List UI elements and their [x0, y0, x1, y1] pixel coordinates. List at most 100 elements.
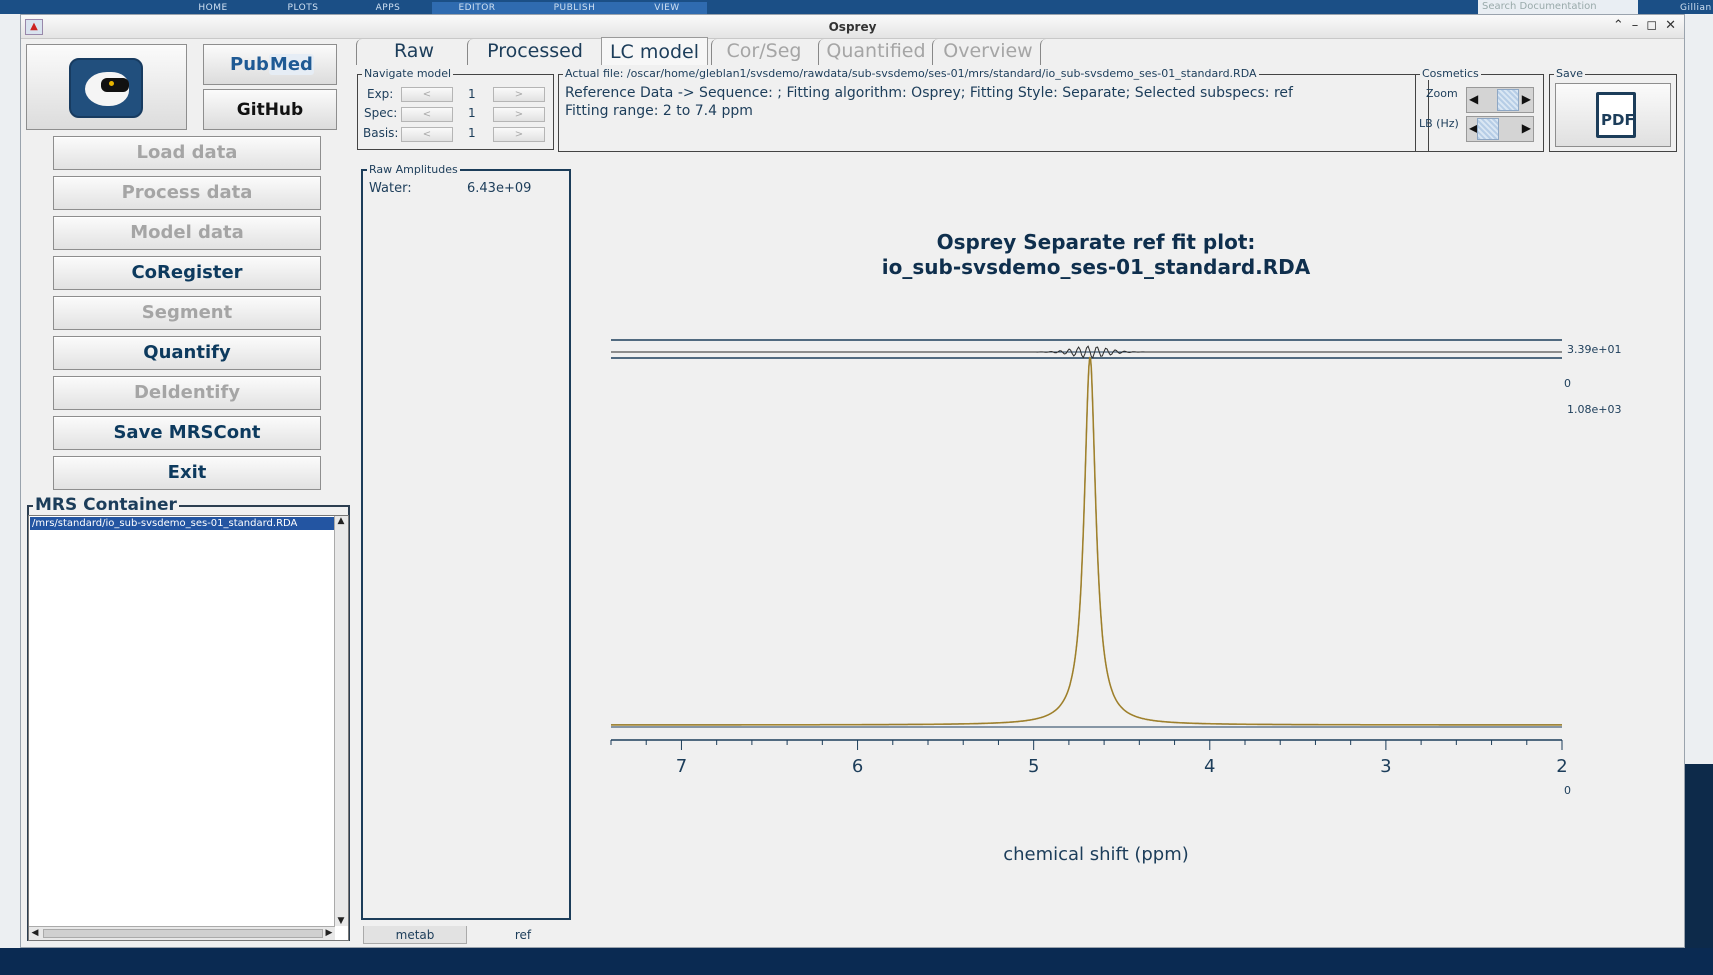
- plot-title-line1: Osprey Separate ref fit plot:: [937, 230, 1256, 254]
- background-user: Gillian: [1680, 3, 1712, 13]
- plot-title-line2: io_sub-svsdemo_ses-01_standard.RDA: [882, 255, 1311, 279]
- spec-value: 1: [468, 106, 476, 120]
- background-right-panel: [1685, 14, 1713, 764]
- save-mrscont-button[interactable]: Save MRSCont: [53, 416, 321, 450]
- basis-label: Basis:: [363, 126, 399, 140]
- tab-divider: [356, 39, 364, 65]
- slider-left-icon[interactable]: ◀: [1469, 92, 1479, 106]
- water-label: Water:: [369, 181, 412, 196]
- navigate-model-panel: Navigate model: [357, 67, 554, 150]
- tab-overview[interactable]: Overview: [943, 40, 1033, 62]
- deidentify-button[interactable]: DeIdentify: [53, 376, 321, 410]
- bg-tab-home[interactable]: HOME: [198, 3, 228, 13]
- basis-next-button[interactable]: >: [493, 127, 545, 142]
- bg-tab-plots[interactable]: PLOTS: [287, 3, 319, 13]
- fit-plot: Osprey Separate ref fit plot: io_sub-svs…: [610, 230, 1621, 865]
- save-label: Save: [1554, 67, 1586, 80]
- tab-divider: [711, 39, 719, 65]
- tab-divider: [467, 39, 475, 65]
- scroll-down-icon[interactable]: ▼: [337, 916, 345, 926]
- water-amplitude-value: 6.43e+09: [467, 181, 532, 196]
- background-left-panel: [0, 14, 20, 975]
- background-toolstrip: [0, 0, 1713, 14]
- exp-prev-button[interactable]: <: [401, 87, 453, 102]
- actual-file-label: Actual file: /oscar/home/gleblan1/svsdem…: [563, 67, 1259, 80]
- navigate-model-label: Navigate model: [362, 67, 454, 80]
- window-title: Osprey: [828, 20, 877, 34]
- minimize-icon[interactable]: –: [1631, 18, 1639, 33]
- load-data-button[interactable]: Load data: [53, 136, 321, 170]
- bg-tab-publish[interactable]: PUBLISH: [522, 2, 627, 14]
- zoom-slider-thumb[interactable]: [1497, 89, 1519, 111]
- spec-next-button[interactable]: >: [493, 107, 545, 122]
- exp-value: 1: [468, 87, 476, 101]
- horizontal-scroll-thumb[interactable]: [43, 929, 323, 938]
- tab-divider: [1040, 39, 1048, 65]
- osprey-logo-button[interactable]: [26, 44, 187, 130]
- spectrum-fit-line: [611, 356, 1562, 726]
- horizontal-scrollbar[interactable]: ◀ ▶: [29, 926, 335, 940]
- osprey-window: ▲ Osprey ⌃ – ◻ ✕ PubMed GitHub Load data…: [20, 14, 1685, 948]
- background-search-input[interactable]: Search Documentation: [1478, 0, 1638, 14]
- raw-amplitudes-label: Raw Amplitudes: [367, 163, 460, 176]
- slider-right-icon[interactable]: ▶: [1521, 92, 1531, 106]
- github-label: GitHub: [236, 100, 304, 120]
- close-icon[interactable]: ✕: [1665, 18, 1676, 33]
- quantify-button[interactable]: Quantify: [53, 336, 321, 370]
- save-panel: Save: [1549, 67, 1677, 152]
- tab-divider: [818, 39, 826, 65]
- lb-slider[interactable]: ◀ ▶: [1466, 116, 1534, 142]
- bg-tab-editor[interactable]: EDITOR: [432, 2, 522, 14]
- x-tick-label: 4: [1204, 756, 1215, 777]
- list-item[interactable]: /mrs/standard/io_sub-svsdemo_ses-01_stan…: [30, 517, 336, 530]
- zoom-label: Zoom: [1426, 87, 1458, 100]
- scroll-up-icon[interactable]: ▲: [337, 516, 345, 526]
- segment-button[interactable]: Segment: [53, 296, 321, 330]
- spectrum-zero-label: 0: [1564, 784, 1571, 797]
- bg-tab-apps[interactable]: APPS: [375, 3, 401, 13]
- x-axis-label: chemical shift (ppm): [1003, 844, 1189, 865]
- maximize-icon[interactable]: ◻: [1646, 18, 1658, 33]
- exit-button[interactable]: Exit: [53, 456, 321, 490]
- spec-prev-button[interactable]: <: [401, 107, 453, 122]
- matlab-icon: ▲: [25, 19, 43, 35]
- title-bar: ▲ Osprey ⌃ – ◻ ✕: [21, 15, 1684, 39]
- slider-left-icon[interactable]: ◀: [1469, 121, 1479, 135]
- tab-cor-seg[interactable]: Cor/Seg: [726, 40, 802, 62]
- process-data-button[interactable]: Process data: [53, 176, 321, 210]
- tab-processed[interactable]: Processed: [487, 40, 583, 62]
- bg-tab-view[interactable]: VIEW: [627, 2, 707, 14]
- spectrum-max-label: 1.08e+03: [1567, 403, 1621, 416]
- file-info-panel: Actual file: /oscar/home/gleblan1/svsdem…: [558, 67, 1429, 152]
- fit-info-line1: Reference Data -> Sequence: ; Fitting al…: [565, 85, 1293, 101]
- residual-zero-label: 0: [1564, 377, 1571, 390]
- tab-quantified[interactable]: Quantified: [826, 40, 926, 62]
- scroll-right-icon[interactable]: ▶: [325, 928, 333, 938]
- scroll-left-icon[interactable]: ◀: [31, 928, 39, 938]
- exp-next-button[interactable]: >: [493, 87, 545, 102]
- coregister-button[interactable]: CoRegister: [53, 256, 321, 290]
- cosmetics-label: Cosmetics: [1420, 67, 1481, 80]
- lb-slider-thumb[interactable]: [1477, 118, 1499, 140]
- pubmed-button[interactable]: PubMed: [203, 44, 337, 85]
- slider-right-icon[interactable]: ▶: [1521, 121, 1531, 135]
- zoom-slider[interactable]: ◀ ▶: [1466, 87, 1534, 113]
- basis-prev-button[interactable]: <: [401, 127, 453, 142]
- pdf-icon-label: PDF: [1601, 111, 1635, 129]
- save-pdf-button[interactable]: PDF: [1555, 83, 1671, 147]
- tab-lc-model[interactable]: LC model: [601, 37, 708, 65]
- pubmed-logo-pub: Pub: [230, 54, 269, 75]
- x-tick-label: 7: [676, 756, 687, 777]
- tab-metab[interactable]: metab: [363, 926, 467, 944]
- collapse-icon[interactable]: ⌃: [1612, 18, 1624, 33]
- x-tick-label: 3: [1380, 756, 1391, 777]
- tab-raw[interactable]: Raw: [394, 40, 434, 62]
- github-button[interactable]: GitHub: [203, 89, 337, 130]
- tab-ref[interactable]: ref: [514, 928, 532, 942]
- vertical-scrollbar[interactable]: ▲ ▼: [334, 516, 348, 926]
- residual-max-label: 3.39e+01: [1567, 343, 1621, 356]
- x-tick-label: 5: [1028, 756, 1039, 777]
- model-data-button[interactable]: Model data: [53, 216, 321, 250]
- mrs-container-list[interactable]: /mrs/standard/io_sub-svsdemo_ses-01_stan…: [28, 515, 349, 941]
- spec-label: Spec:: [364, 106, 398, 120]
